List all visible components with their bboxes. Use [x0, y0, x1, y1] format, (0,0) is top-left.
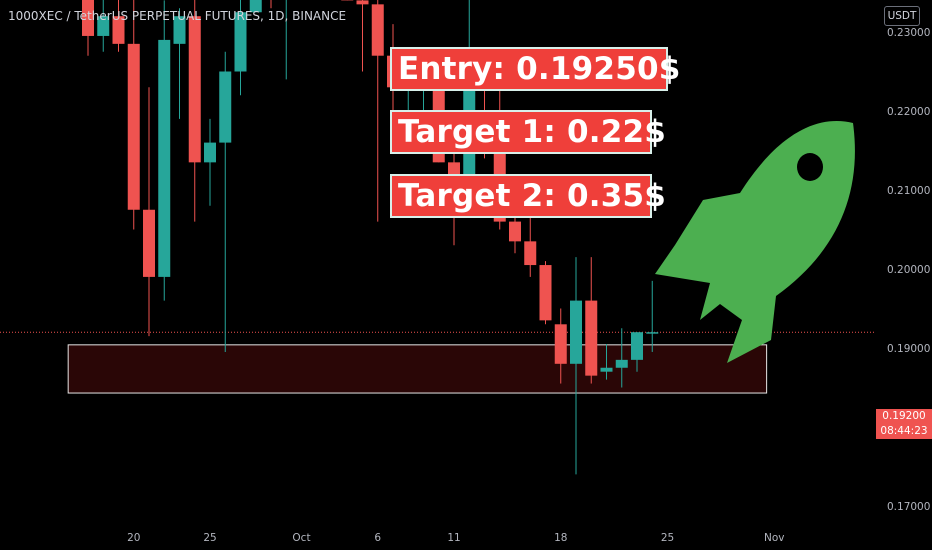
candle-body — [524, 241, 537, 266]
x-tick-label: Oct — [292, 532, 310, 544]
candle[interactable] — [631, 332, 643, 372]
x-tick-label: 18 — [554, 532, 567, 544]
candle[interactable] — [280, 0, 292, 80]
candle[interactable] — [371, 0, 384, 222]
symbol-title[interactable]: 1000XEC / TetherUS PERPETUAL FUTURES, 1D… — [8, 9, 347, 23]
y-tick-label: 0.17000 — [887, 501, 930, 513]
candle-body — [371, 4, 384, 56]
candle-body — [554, 324, 567, 364]
candle[interactable] — [615, 328, 628, 388]
candle-body — [249, 0, 262, 13]
x-tick-label: 6 — [374, 532, 381, 544]
candle[interactable] — [265, 0, 277, 9]
candle-countdown: 08:44:23 — [876, 424, 932, 439]
candle[interactable] — [188, 0, 201, 222]
support-zone[interactable] — [67, 344, 768, 394]
candle-body — [631, 332, 643, 360]
candle[interactable] — [127, 0, 140, 230]
candle[interactable] — [463, 0, 476, 190]
candle-body — [615, 359, 628, 368]
candle[interactable] — [158, 0, 171, 301]
y-tick-label: 0.20000 — [887, 264, 930, 276]
candle-body — [570, 300, 582, 364]
candle-body — [143, 209, 155, 277]
rocket-window — [797, 153, 823, 181]
candle[interactable] — [600, 344, 613, 380]
candle[interactable] — [219, 51, 232, 352]
y-tick-label: 0.22000 — [887, 106, 930, 118]
candle[interactable] — [234, 0, 247, 96]
x-tick-label: 25 — [661, 532, 674, 544]
candle-body — [646, 332, 659, 334]
rocket-icon — [655, 121, 855, 363]
y-tick-label: 0.21000 — [887, 185, 930, 197]
candle[interactable] — [97, 0, 110, 52]
candle-body — [356, 0, 369, 5]
rocket-body — [655, 121, 855, 363]
x-tick-label: 25 — [203, 532, 216, 544]
candle[interactable] — [204, 118, 216, 206]
candle-body — [600, 367, 613, 372]
candle[interactable] — [82, 0, 94, 56]
candle-body — [82, 0, 94, 36]
candle-body — [204, 142, 216, 163]
candle[interactable] — [143, 87, 155, 337]
candle[interactable] — [570, 257, 582, 475]
candle-body — [173, 16, 186, 44]
candle-body — [585, 300, 598, 376]
y-tick-label: 0.23000 — [887, 27, 930, 39]
candle-body — [112, 16, 125, 44]
candle-body — [539, 265, 552, 321]
candle-body — [509, 221, 521, 242]
candle[interactable] — [646, 280, 659, 352]
currency-badge[interactable]: USDT — [884, 6, 920, 26]
candle-body — [158, 39, 171, 277]
candle[interactable] — [585, 257, 598, 384]
candle[interactable] — [112, 0, 125, 52]
target2-callout: Target 2: 0.35$ — [390, 174, 666, 218]
target1-callout: Target 1: 0.22$ — [390, 110, 666, 154]
candle[interactable] — [356, 0, 369, 72]
candle[interactable] — [173, 8, 186, 119]
candle-body — [188, 16, 201, 163]
candle[interactable] — [554, 308, 567, 384]
last-price-label: 0.19200 — [876, 409, 932, 424]
entry-callout: Entry: 0.19250$ — [390, 47, 680, 91]
x-tick-label: 11 — [447, 532, 460, 544]
x-tick-label: 20 — [127, 532, 140, 544]
x-tick-label: Nov — [764, 532, 785, 544]
candle[interactable] — [249, 0, 262, 13]
candle-body — [219, 71, 232, 143]
y-tick-label: 0.19000 — [887, 343, 930, 355]
candle-body — [234, 12, 247, 72]
candle-body — [97, 16, 110, 36]
candle[interactable] — [539, 261, 552, 325]
candle-body — [127, 43, 140, 210]
